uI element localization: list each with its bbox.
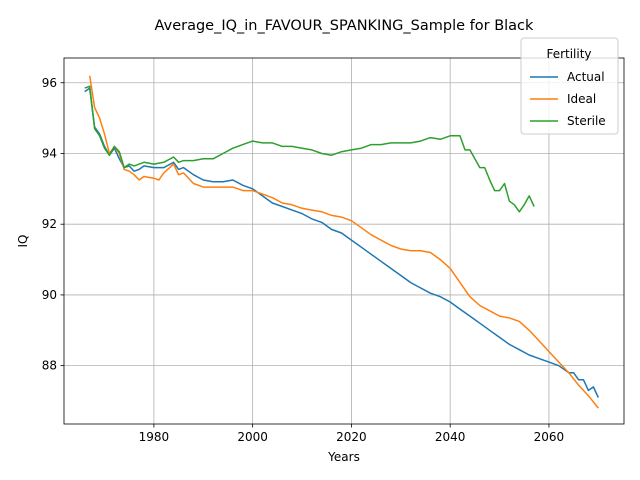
legend-title: Fertility bbox=[546, 47, 591, 61]
x-tick-label: 2020 bbox=[336, 430, 367, 444]
legend-label-actual: Actual bbox=[567, 70, 605, 84]
x-tick-label: 2060 bbox=[534, 430, 565, 444]
y-tick-label: 94 bbox=[42, 146, 57, 160]
x-axis-title: Years bbox=[327, 450, 360, 464]
series-line-actual bbox=[84, 87, 599, 398]
y-axis-title: IQ bbox=[16, 235, 30, 248]
legend-label-sterile: Sterile bbox=[567, 114, 606, 128]
legend-box bbox=[520, 37, 619, 135]
x-tick-label: 2000 bbox=[237, 430, 268, 444]
x-tick-label: 2040 bbox=[435, 430, 466, 444]
axis-ticks: 1980 2000 2020 2040 2060 88 90 92 94 96 bbox=[42, 76, 564, 444]
chart-title: Average_IQ_in_FAVOUR_SPANKING_Sample for… bbox=[155, 18, 534, 34]
y-tick-label: 88 bbox=[42, 359, 57, 373]
y-tick-label: 92 bbox=[42, 217, 57, 231]
plot-area-frame bbox=[63, 57, 625, 425]
legend: Fertility Actual Ideal Sterile bbox=[520, 37, 619, 135]
series-layer bbox=[84, 75, 599, 409]
y-tick-label: 90 bbox=[42, 288, 57, 302]
legend-label-ideal: Ideal bbox=[567, 92, 596, 106]
x-tick-label: 1980 bbox=[139, 430, 170, 444]
series-line-sterile bbox=[84, 85, 535, 213]
series-line-ideal bbox=[88, 75, 599, 409]
y-tick-label: 96 bbox=[42, 76, 57, 90]
